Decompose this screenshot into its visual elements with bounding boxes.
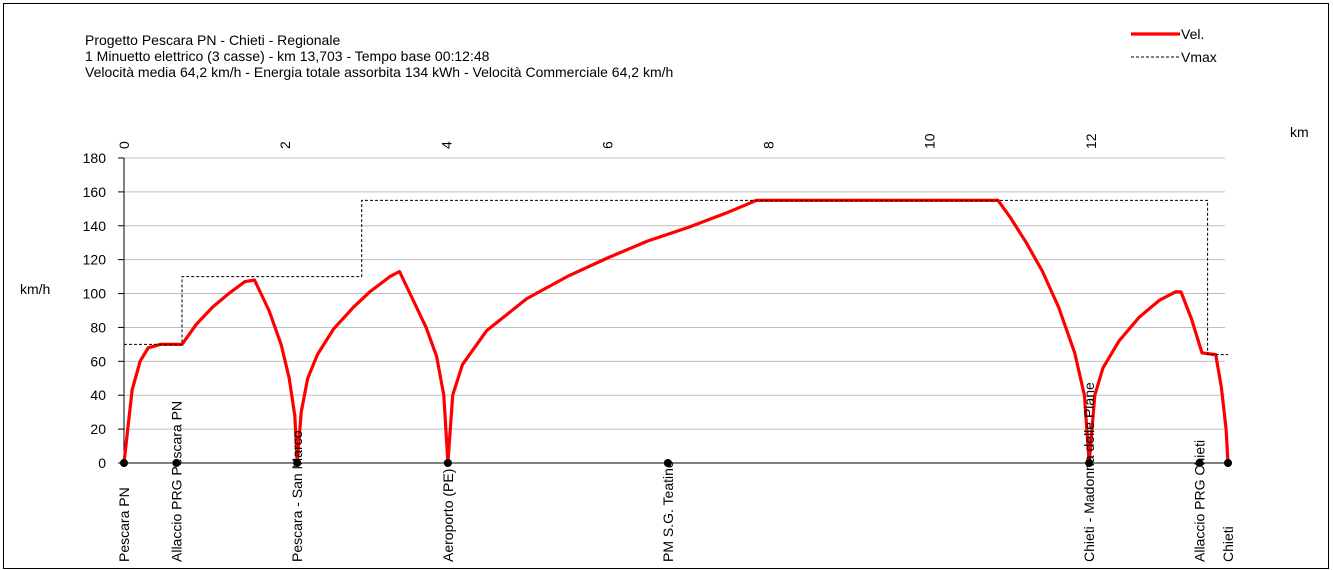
y-tick-label-0: 0 [98, 455, 106, 471]
station-label-0: Pescara PN [116, 487, 132, 562]
chart-frame: Progetto Pescara PN - Chieti - Regionale… [3, 3, 1329, 569]
y-axis-label: km/h [20, 281, 50, 297]
y-tick-label-40: 40 [90, 387, 106, 403]
station-marker-4 [663, 459, 672, 467]
grid-lines [124, 157, 1225, 430]
station-label-6: Allaccio PRG Chieti [1192, 440, 1208, 562]
station-label-3: Aeroporto (PE) [440, 469, 456, 562]
legend-label-vmax: Vmax [1181, 49, 1217, 65]
station-marker-2 [293, 459, 302, 467]
station-marker-5 [1085, 459, 1094, 467]
y-axis: 0 20 40 60 80 100 120 140 160 180 [83, 150, 125, 471]
series-line-vmax [124, 199, 1228, 356]
y-tick-label-180: 180 [83, 150, 107, 166]
y-tick-label-60: 60 [90, 353, 106, 369]
legend-label-vel: Vel. [1181, 26, 1204, 42]
station-label-1: Allaccio PRG Pescara PN [168, 401, 184, 562]
y-tick-label-20: 20 [90, 421, 106, 437]
station-label-7: Chieti [1220, 526, 1236, 562]
x-axis-label: km [1290, 124, 1309, 140]
x-tick-label-10: 10 [922, 133, 938, 149]
y-tick-label-80: 80 [90, 319, 106, 335]
x-tick-label-6: 6 [599, 141, 615, 149]
x-tick-label-2: 2 [277, 141, 293, 149]
station-marker-7 [1224, 459, 1232, 467]
x-tick-label-12: 12 [1083, 133, 1099, 149]
station-layer: Pescara PN Allaccio PRG Pescara PN Pescara… [116, 382, 1236, 562]
station-label-4: PM S.G. Teatino [660, 460, 676, 562]
chart-title: Progetto Pescara PN - Chieti - Regionale [85, 32, 341, 48]
x-axis: 0 2 4 6 8 10 12 [116, 133, 1225, 464]
y-tick-label-160: 160 [83, 184, 107, 200]
x-tick-label-8: 8 [761, 141, 777, 149]
station-label-2: Pescara - San Marco [289, 430, 305, 562]
series-layer [122, 198, 1230, 465]
legend: Vel. Vmax [1131, 26, 1217, 65]
chart-subtitle-train: 1 Minuetto elettrico (3 casse) - km 13,7… [85, 48, 490, 64]
station-marker-6 [1195, 459, 1204, 467]
station-marker-1 [172, 459, 181, 467]
station-label-5: Chieti - Madonna delle Piane [1081, 382, 1097, 562]
series-line-vel [122, 198, 1230, 465]
x-tick-label-4: 4 [438, 141, 454, 149]
station-marker-3 [443, 459, 452, 467]
chart-subtitle-stats: Velocità media 64,2 km/h - Energia total… [85, 64, 674, 80]
y-tick-label-100: 100 [83, 286, 107, 302]
y-tick-label-120: 120 [83, 252, 107, 268]
station-marker-0 [120, 459, 128, 467]
y-tick-label-140: 140 [83, 218, 107, 234]
x-tick-label-0: 0 [116, 141, 132, 149]
